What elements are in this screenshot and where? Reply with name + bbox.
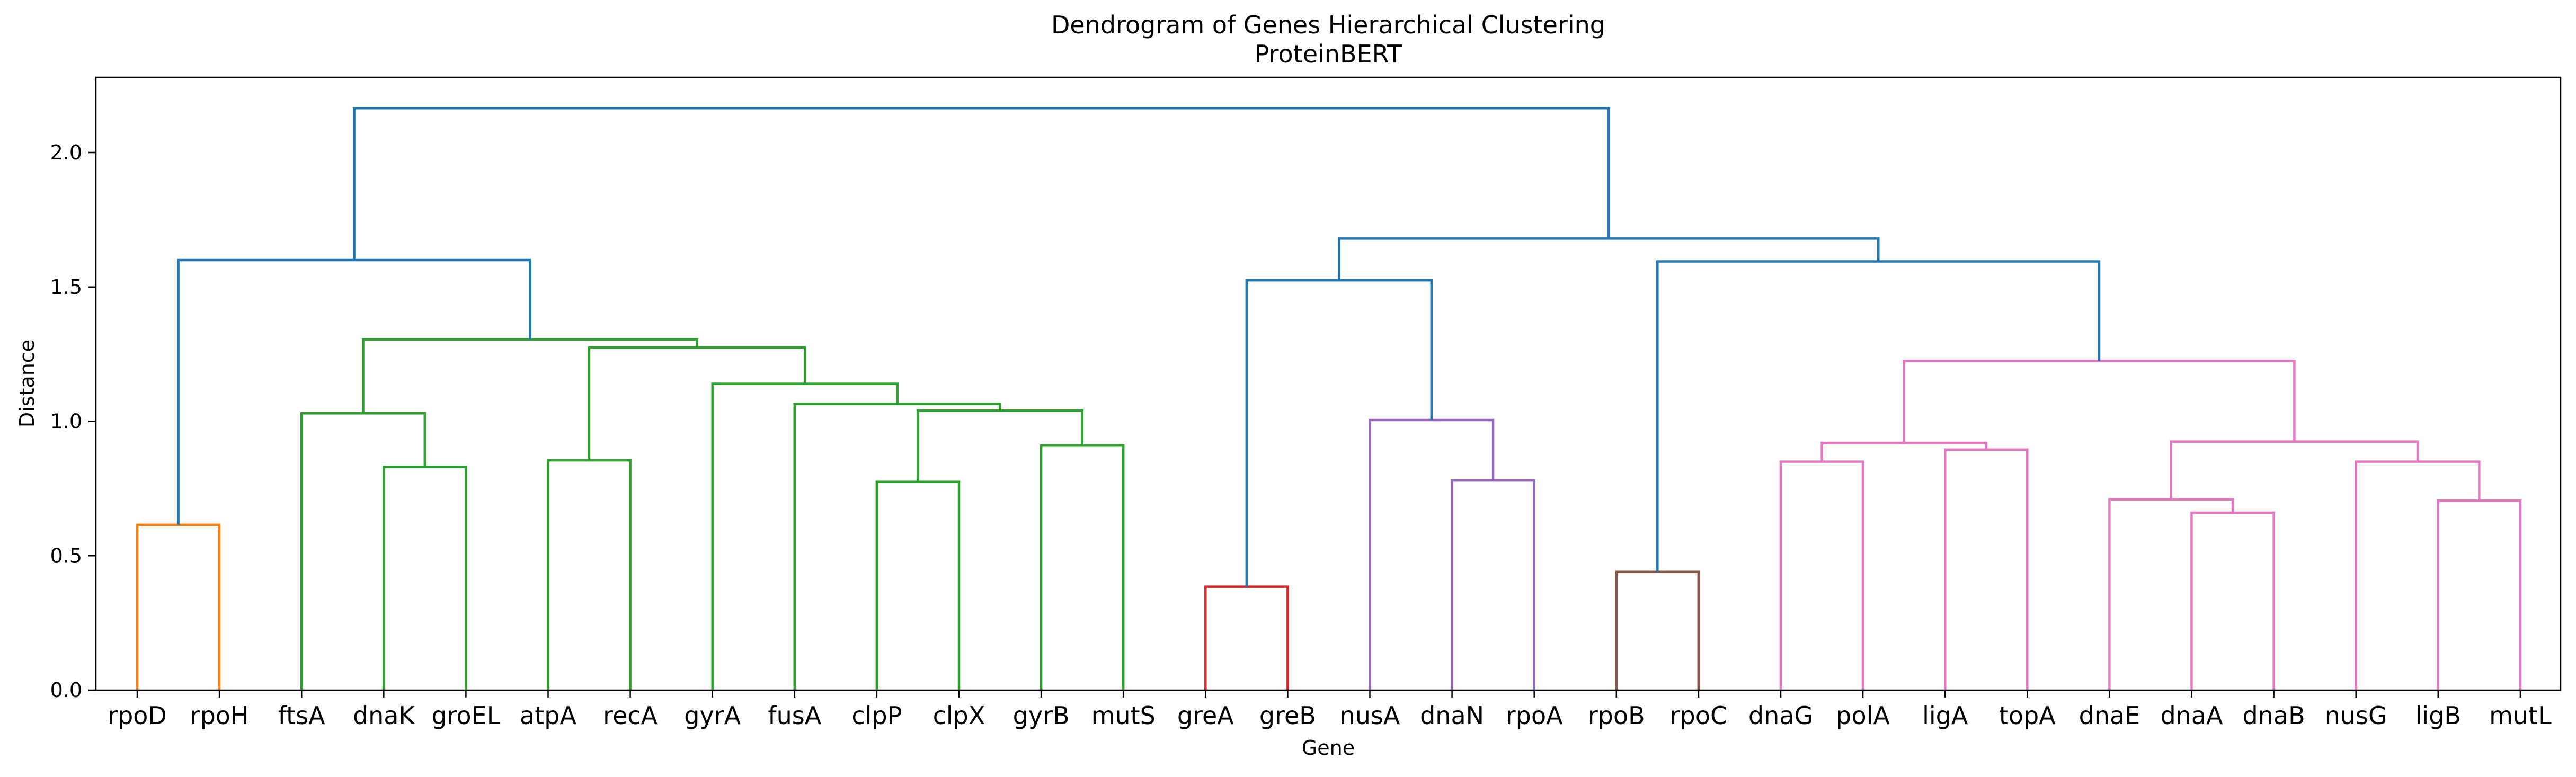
dendrogram-link-ligA-topA [1943,448,2029,690]
leaf-label-greA: greA [1177,701,1234,730]
dendrogram-link-gyrA-m8 [711,382,899,690]
leaf-label-rpoB: rpoB [1588,701,1645,730]
leaf-label-mutS: mutS [1091,701,1156,730]
dendrogram-link-m1-m11 [177,258,531,525]
dendrogram-link-gyrB-mutS [1040,444,1125,690]
dendrogram-link-m3-m10 [362,338,698,414]
dendrogram-link-m16-m27 [1338,237,1880,281]
title-group: Dendrogram of Genes Hierarchical Cluster… [1051,11,1605,68]
leaf-label-dnaB: dnaB [2243,701,2305,730]
leaf-label-fusA: fusA [768,701,821,730]
leaf-label-gyrB: gyrB [1013,701,1070,730]
leaf-label-rpoC: rpoC [1670,701,1727,730]
leaf-label-polA: polA [1836,701,1890,730]
dendrogram-link-atpA-recA [547,459,632,690]
leaf-label-groEL: groEL [431,701,500,730]
dendrogram-link-dnaA-dnaB [2190,511,2275,690]
y-axis-label: Distance [15,340,39,427]
leaf-label-clpP: clpP [851,701,902,730]
dendrogram-link-m4-m9 [588,346,806,461]
y-axis: 0.0 0.5 1.0 1.5 2.0 [50,141,96,702]
dendrogram-link-greA-greB [1204,585,1289,690]
dendrogram-link-m13-m15 [1245,279,1433,587]
y-tick-label: 1.5 [50,275,82,299]
x-axis-label: Gene [1302,736,1355,760]
dendrogram-link-m22-m24 [2170,440,2419,499]
chart-title: Dendrogram of Genes Hierarchical Cluster… [1051,11,1605,39]
dendrogram-link-clpP-clpX [875,480,961,690]
leaf-label-dnaG: dnaG [1748,701,1813,730]
leaf-label-rpoD: rpoD [108,701,167,730]
leaf-label-nusA: nusA [1340,701,1400,730]
leaf-label-ligB: ligB [2415,701,2461,730]
y-tick-label: 2.0 [50,141,82,164]
axes-frame [95,76,2562,691]
leaf-label-dnaE: dnaE [2079,701,2140,730]
y-tick-label: 1.0 [50,410,82,433]
dendrogram-link-m12-m28 [353,107,1610,260]
dendrogram-link-nusA-m14 [1369,418,1495,690]
leaf-label-dnaN: dnaN [1420,701,1484,730]
leaf-label-nusG: nusG [2325,701,2387,730]
dendrogram-link-fusA-m7 [793,403,1001,690]
dendrogram-link-dnaK-groEL [383,466,467,690]
leaf-label-ligA: ligA [1922,701,1968,730]
dendrogram-link-m17-m26 [1656,260,2101,572]
dendrogram-link-rpoB-rpoC [1615,570,1700,690]
dendrogram-link-m18-m19 [1820,441,1988,462]
leaf-label-dnaA: dnaA [2160,701,2223,730]
leaf-label-dnaK: dnaK [353,701,416,730]
dendrogram-links [136,107,2522,690]
leaf-label-topA: topA [1999,701,2056,730]
leaf-label-recA: recA [603,701,658,730]
leaf-label-gyrA: gyrA [684,701,741,730]
dendrogram-link-nusG-m23 [2355,460,2481,690]
leaf-label-atpA: atpA [520,701,576,730]
dendrogram-link-dnaE-m21 [2108,498,2234,690]
dendrogram-link-ligB-mutL [2437,499,2522,690]
dendrogram-link-ftsA-m2 [300,412,427,690]
x-axis: rpoD rpoH ftsA dnaK groEL atpA recA gyrA fusA clp… [108,690,2552,730]
leaf-label-rpoH: rpoH [190,701,249,730]
dendrogram-link-rpoD-rpoH [136,523,221,690]
leaf-label-clpX: clpX [933,701,985,730]
dendrogram-link-m20-m25 [1903,360,2296,443]
leaf-label-mutL: mutL [2489,701,2552,730]
leaf-label-greB: greB [1259,701,1316,730]
dendrogram-link-dnaN-rpoA [1451,479,1535,690]
y-tick-label: 0.0 [50,678,82,702]
dendrogram-link-dnaG-polA [1779,460,1864,690]
chart-subtitle: ProteinBERT [1255,40,1402,68]
y-tick-label: 0.5 [50,544,82,567]
leaf-label-rpoA: rpoA [1506,701,1563,730]
leaf-label-ftsA: ftsA [278,701,325,730]
